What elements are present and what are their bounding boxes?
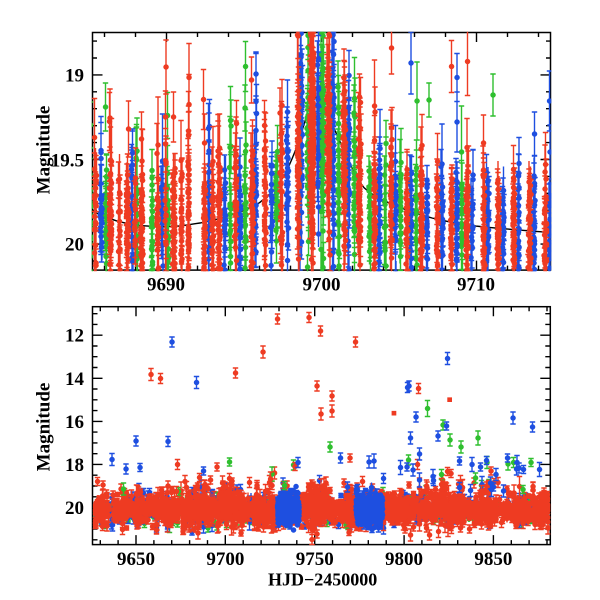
svg-text:12: 12 [65, 326, 84, 347]
svg-text:19: 19 [65, 65, 84, 86]
svg-text:9710: 9710 [457, 275, 495, 296]
svg-text:9700: 9700 [303, 275, 341, 296]
svg-text:Magnitude: Magnitude [34, 106, 55, 195]
svg-text:14: 14 [65, 369, 85, 390]
svg-text:18: 18 [65, 455, 84, 476]
svg-text:9690: 9690 [147, 275, 185, 296]
svg-text:20: 20 [65, 498, 84, 519]
svg-text:9750: 9750 [296, 549, 334, 570]
svg-text:9650: 9650 [117, 549, 155, 570]
svg-text:HJD−2450000: HJD−2450000 [268, 570, 377, 590]
svg-text:9700: 9700 [206, 549, 244, 570]
svg-text:9850: 9850 [474, 549, 512, 570]
svg-text:19.5: 19.5 [51, 150, 84, 171]
svg-text:9800: 9800 [385, 549, 423, 570]
svg-text:Magnitude: Magnitude [34, 383, 55, 472]
svg-text:20: 20 [65, 235, 84, 256]
svg-text:16: 16 [65, 412, 84, 433]
